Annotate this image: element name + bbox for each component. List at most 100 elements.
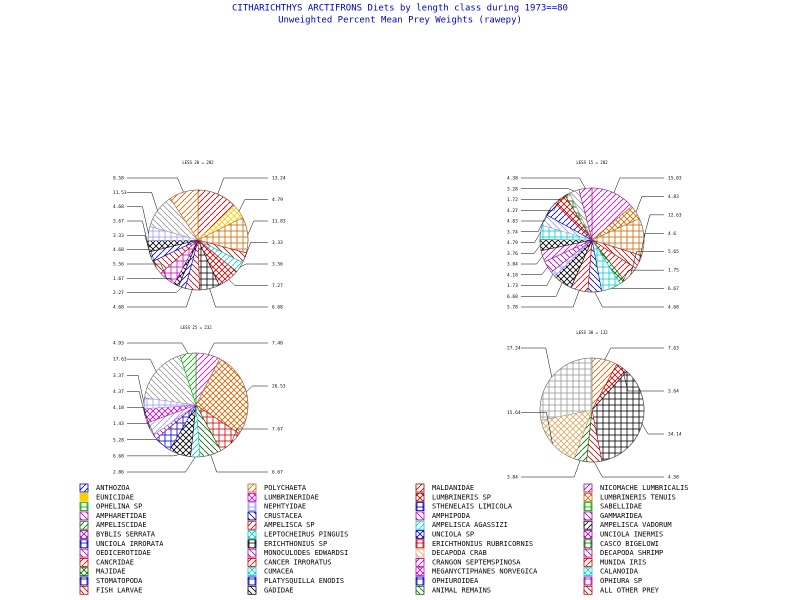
value-label: 3.56 bbox=[272, 262, 283, 268]
value-label: 4.79 bbox=[507, 240, 518, 246]
legend-swatch bbox=[415, 483, 425, 493]
legend-label: CALANOIDA bbox=[600, 568, 639, 576]
legend-label: ANTHOZOA bbox=[96, 484, 131, 492]
leader-line bbox=[210, 454, 268, 473]
leader-line bbox=[127, 289, 193, 308]
legend-swatch bbox=[583, 483, 593, 493]
legend-swatch bbox=[415, 567, 425, 577]
leader-line bbox=[521, 290, 580, 308]
legend-label: PLATYSQUILLA ENODIS bbox=[264, 577, 344, 585]
value-label: 15.64 bbox=[507, 410, 521, 416]
legend-swatch bbox=[79, 502, 89, 512]
legend-swatch bbox=[415, 511, 425, 521]
leader-line bbox=[230, 428, 268, 444]
legend-label: LUMBRINERIS TENUIS bbox=[600, 493, 676, 501]
legend-label: UNCIOLA INERMIS bbox=[600, 531, 663, 539]
legend-label: ERICHTHONIUS SP bbox=[264, 540, 327, 548]
leader-line bbox=[246, 385, 268, 393]
value-label: 4.38 bbox=[507, 176, 518, 182]
value-label: 7.67 bbox=[272, 427, 283, 433]
legend-label: AMPHARETIDAE bbox=[96, 512, 147, 520]
legend-swatch bbox=[247, 511, 257, 521]
legend-swatch bbox=[415, 558, 425, 567]
pie-outline bbox=[539, 357, 645, 463]
legend-swatch bbox=[247, 548, 257, 558]
legend-label: LUMBRINERIDAE bbox=[264, 493, 319, 501]
legend-swatch bbox=[583, 585, 593, 595]
legend-label: DECAPODA SHRIMP bbox=[600, 549, 663, 557]
value-label: 11.53 bbox=[113, 190, 127, 196]
legend-label: OEDICEROTIDAE bbox=[96, 549, 151, 557]
leader-line bbox=[127, 278, 177, 286]
legend-swatch bbox=[583, 567, 593, 577]
legend-swatch bbox=[247, 576, 257, 586]
legend-swatch bbox=[415, 530, 425, 539]
pie-title: LESS 15 = 202 bbox=[576, 160, 608, 165]
leader-line bbox=[127, 287, 183, 293]
leader-line bbox=[521, 219, 545, 232]
legend-label: SABELLIDAE bbox=[600, 503, 642, 511]
legend-label: ANIMAL REMAINS bbox=[432, 586, 491, 594]
leader-line bbox=[630, 251, 664, 275]
legend-swatch bbox=[247, 492, 257, 502]
legend-swatch bbox=[415, 520, 425, 530]
value-label: 1.43 bbox=[113, 421, 124, 427]
legend-label: MALDANIDAE bbox=[432, 484, 474, 492]
legend-label: BYBLIS SERRATA bbox=[96, 531, 156, 539]
leader-line bbox=[604, 347, 664, 360]
leader-line bbox=[239, 263, 268, 268]
legend-label: OPHIURA SP bbox=[600, 577, 642, 585]
leader-line bbox=[521, 256, 543, 265]
legend-label: STOMATOPODA bbox=[96, 577, 143, 585]
leader-line bbox=[228, 279, 268, 286]
pie-title: LESS 30 = 132 bbox=[576, 330, 608, 335]
legend-swatch bbox=[583, 558, 593, 567]
pie-title: LESS 25 = 232 bbox=[180, 325, 212, 330]
legend-label: CANCRIDAE bbox=[96, 558, 134, 566]
legend-swatch bbox=[247, 520, 257, 530]
value-label: 7.27 bbox=[272, 283, 283, 289]
pie-outline bbox=[143, 352, 249, 458]
legend-swatch bbox=[583, 539, 593, 549]
subtitle: Unweighted Percent Mean Prey Weights (ra… bbox=[278, 16, 522, 26]
leader-line bbox=[521, 347, 553, 378]
pie-outline bbox=[539, 187, 645, 293]
leader-line bbox=[613, 177, 664, 193]
value-label: 2.27 bbox=[113, 290, 124, 296]
leader-line bbox=[521, 282, 563, 297]
legend-label: UNCIOLA IRRORATA bbox=[96, 540, 164, 548]
value-label: 4.18 bbox=[507, 272, 518, 278]
value-label: 6.68 bbox=[113, 453, 124, 459]
value-label: 6.68 bbox=[507, 294, 518, 300]
leader-line bbox=[217, 177, 268, 195]
value-label: 11.83 bbox=[272, 219, 286, 225]
legend-swatch bbox=[79, 567, 89, 577]
legend-label: OPHELINA SP bbox=[96, 503, 142, 511]
legend-label: EUNICIDAE bbox=[96, 493, 134, 501]
legend-label: MEGANYCTIPHANES NORVEGICA bbox=[432, 568, 538, 576]
legend-swatch bbox=[583, 511, 593, 521]
leader-line bbox=[127, 375, 145, 404]
legend-label: MAJIDAE bbox=[96, 568, 126, 576]
value-label: 12.63 bbox=[668, 212, 682, 218]
leader-line bbox=[521, 460, 581, 478]
legend-label: AMPELISCA AGASSIZI bbox=[432, 521, 508, 529]
value-label: 7.48 bbox=[272, 341, 283, 347]
value-label: 17.63 bbox=[113, 357, 127, 363]
leader-line bbox=[643, 214, 664, 237]
leader-line bbox=[521, 244, 541, 254]
legend-swatch bbox=[415, 576, 425, 586]
value-label: 4.68 bbox=[113, 204, 124, 210]
legend-swatch bbox=[79, 483, 89, 493]
leader-line bbox=[127, 235, 152, 257]
value-label: 5.65 bbox=[668, 249, 679, 255]
legend-label: POLYCHAETA bbox=[264, 484, 307, 492]
legend-swatch bbox=[79, 530, 89, 539]
value-label: 7.63 bbox=[668, 346, 679, 352]
value-label: 9.58 bbox=[113, 176, 124, 182]
legend-label: AMPELISCA SP bbox=[264, 521, 315, 529]
value-label: 3.28 bbox=[507, 186, 518, 192]
leader-line bbox=[127, 263, 168, 280]
legend-swatch bbox=[247, 558, 257, 567]
